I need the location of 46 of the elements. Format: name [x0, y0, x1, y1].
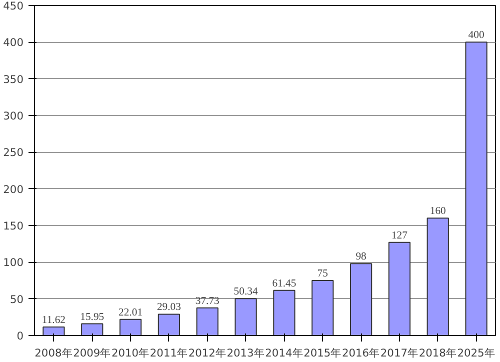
data-label: 50.34 [234, 286, 258, 298]
x-tick-label: 2016年 [342, 346, 380, 360]
data-label: 127 [391, 230, 408, 242]
y-tick-label: 450 [3, 0, 24, 12]
y-tick-label: 350 [3, 72, 24, 86]
y-tick-label: 300 [3, 110, 24, 122]
y-tick-label: 150 [3, 220, 24, 232]
x-tick-label: 2011年 [150, 346, 188, 360]
x-tick-label: 2010年 [111, 346, 150, 360]
data-label: 61.45 [272, 278, 296, 290]
bar [273, 290, 296, 336]
bar [350, 263, 372, 336]
bar [42, 326, 65, 336]
x-tick-label: 2017年 [380, 346, 419, 360]
bar [234, 298, 257, 336]
data-label: 37.73 [195, 296, 220, 307]
bar [196, 307, 218, 336]
bar [312, 280, 334, 336]
x-tick-label: 2008年 [34, 346, 73, 360]
bar [119, 318, 142, 336]
bar [81, 323, 104, 336]
data-label: 160 [430, 206, 446, 218]
data-label: 22.01 [118, 307, 143, 318]
y-tick-label: 100 [3, 256, 24, 270]
x-tick-label: 2013年 [226, 346, 265, 360]
data-label: 29.03 [156, 302, 181, 314]
bar [426, 218, 449, 336]
y-tick-label: 0 [16, 330, 24, 342]
bar [388, 242, 411, 336]
data-label: 98 [356, 252, 366, 263]
y-tick-label: 250 [3, 146, 24, 160]
data-label: 15.95 [80, 312, 104, 323]
y-tick-label: 200 [3, 182, 24, 196]
bar [465, 42, 488, 336]
data-label: 11.62 [42, 314, 66, 326]
y-tick-label: 400 [3, 36, 24, 50]
data-label: 400 [468, 30, 484, 42]
x-tick-label: 2015年 [304, 346, 342, 360]
x-tick-label: 2009年 [73, 346, 112, 360]
x-tick-label: 2012年 [188, 346, 226, 360]
bar [158, 314, 180, 336]
data-label: 75 [317, 268, 328, 280]
x-tick-label: 2018年 [418, 346, 457, 360]
x-tick-label: 2025年 [457, 346, 496, 360]
y-tick-label: 50 [10, 292, 24, 306]
x-tick-label: 2014年 [265, 346, 304, 360]
